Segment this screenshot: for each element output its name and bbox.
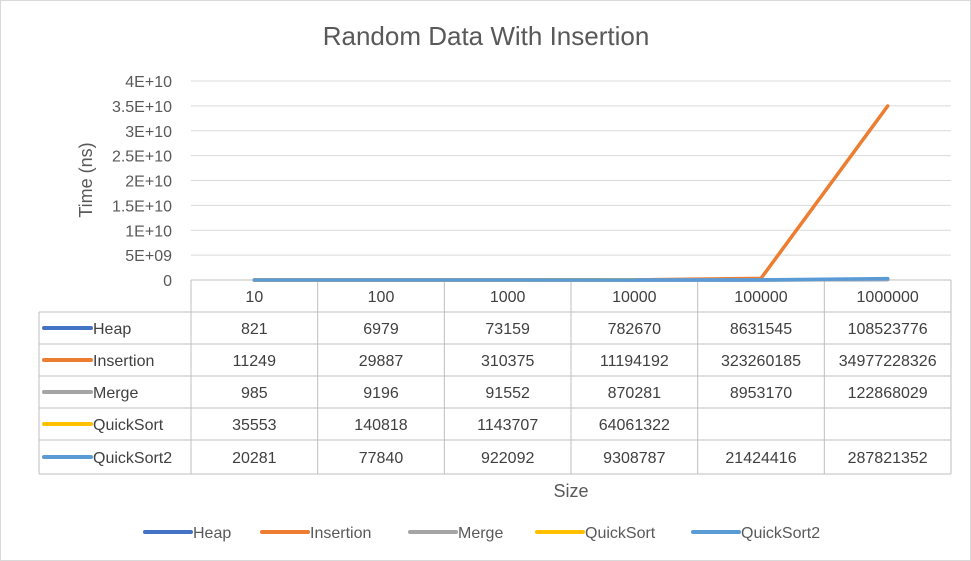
- table-cell: 323260185: [721, 353, 801, 370]
- table-series-name: Heap: [93, 321, 131, 338]
- table-cell: 8953170: [730, 385, 792, 402]
- y-tick-label: 2E+10: [125, 174, 172, 191]
- table-cell: 11194192: [600, 353, 669, 370]
- table-cell: 91552: [485, 385, 530, 402]
- x-category-label: 10: [245, 289, 263, 306]
- chart-title: Random Data With Insertion: [323, 21, 650, 51]
- gridlines: [191, 80, 951, 256]
- x-category-label: 1000000: [857, 289, 919, 306]
- table-cell: 287821352: [848, 450, 928, 467]
- table-cell: 21424416: [725, 450, 796, 467]
- series-line-quicksort2: [252, 276, 890, 282]
- legend-label: Merge: [458, 525, 503, 542]
- table-series-name: QuickSort2: [93, 450, 172, 467]
- data-table: 10 100 1000 10000 100000 1000000 Heap 821 6979 73…: [38, 279, 952, 475]
- table-cell: 6979: [363, 321, 399, 338]
- table-cell: 73159: [485, 321, 530, 338]
- table-cell: 9196: [363, 385, 399, 402]
- table-cell: 108523776: [848, 321, 928, 338]
- series-lines: [252, 104, 890, 282]
- table-cell: 29887: [359, 353, 404, 370]
- table-cell: 782670: [608, 321, 661, 338]
- table-cell: 310375: [481, 353, 534, 370]
- table-series-name: Merge: [93, 385, 138, 402]
- y-tick-label: 0: [163, 273, 172, 290]
- table-cell: 922092: [481, 450, 534, 467]
- x-category-label: 1000: [490, 289, 526, 306]
- y-tick-label: 1.5E+10: [112, 198, 172, 215]
- legend-label: Heap: [193, 525, 231, 542]
- y-tick-label: 5E+09: [125, 248, 172, 265]
- table-cell: 11249: [233, 353, 276, 370]
- y-tick-label: 2.5E+10: [112, 149, 172, 166]
- table-series-name: Insertion: [93, 353, 154, 370]
- table-cell: 1143707: [477, 417, 538, 434]
- y-tick-label: 1E+10: [125, 223, 172, 240]
- legend-label: QuickSort2: [741, 525, 820, 542]
- x-axis-title: Size: [553, 481, 588, 501]
- table-cell: 9308787: [603, 450, 665, 467]
- y-tick-label: 4E+10: [125, 74, 172, 91]
- table-cell: 870281: [608, 385, 661, 402]
- legend-label: Insertion: [310, 525, 371, 542]
- table-cell: 140818: [354, 417, 407, 434]
- x-category-label: 100: [368, 289, 395, 306]
- series-line-insertion: [252, 104, 890, 282]
- y-axis-ticks: 0 5E+09 1E+10 1.5E+10 2E+10 2.5E+10 3E+10 3.5E+…: [112, 74, 172, 290]
- table-cell: 77840: [359, 450, 404, 467]
- table-series-name: QuickSort: [93, 417, 164, 434]
- y-tick-label: 3.5E+10: [112, 99, 172, 116]
- x-category-label: 100000: [734, 289, 787, 306]
- legend-label: QuickSort: [585, 525, 656, 542]
- table-cell: 64061322: [599, 417, 670, 434]
- table-cell: 8631545: [730, 321, 792, 338]
- table-cell: 122868029: [848, 385, 928, 402]
- table-cell: 35553: [232, 417, 277, 434]
- x-category-label: 10000: [612, 289, 657, 306]
- table-cell: 34977228326: [839, 353, 937, 370]
- legend: Heap Insertion Merge QuickSort QuickSort2: [143, 525, 820, 542]
- y-axis-title: Time (ns): [76, 142, 96, 217]
- table-cell: 985: [241, 385, 268, 402]
- table-cell: 20281: [232, 450, 277, 467]
- y-tick-label: 3E+10: [125, 124, 172, 141]
- table-cell: 821: [241, 321, 268, 338]
